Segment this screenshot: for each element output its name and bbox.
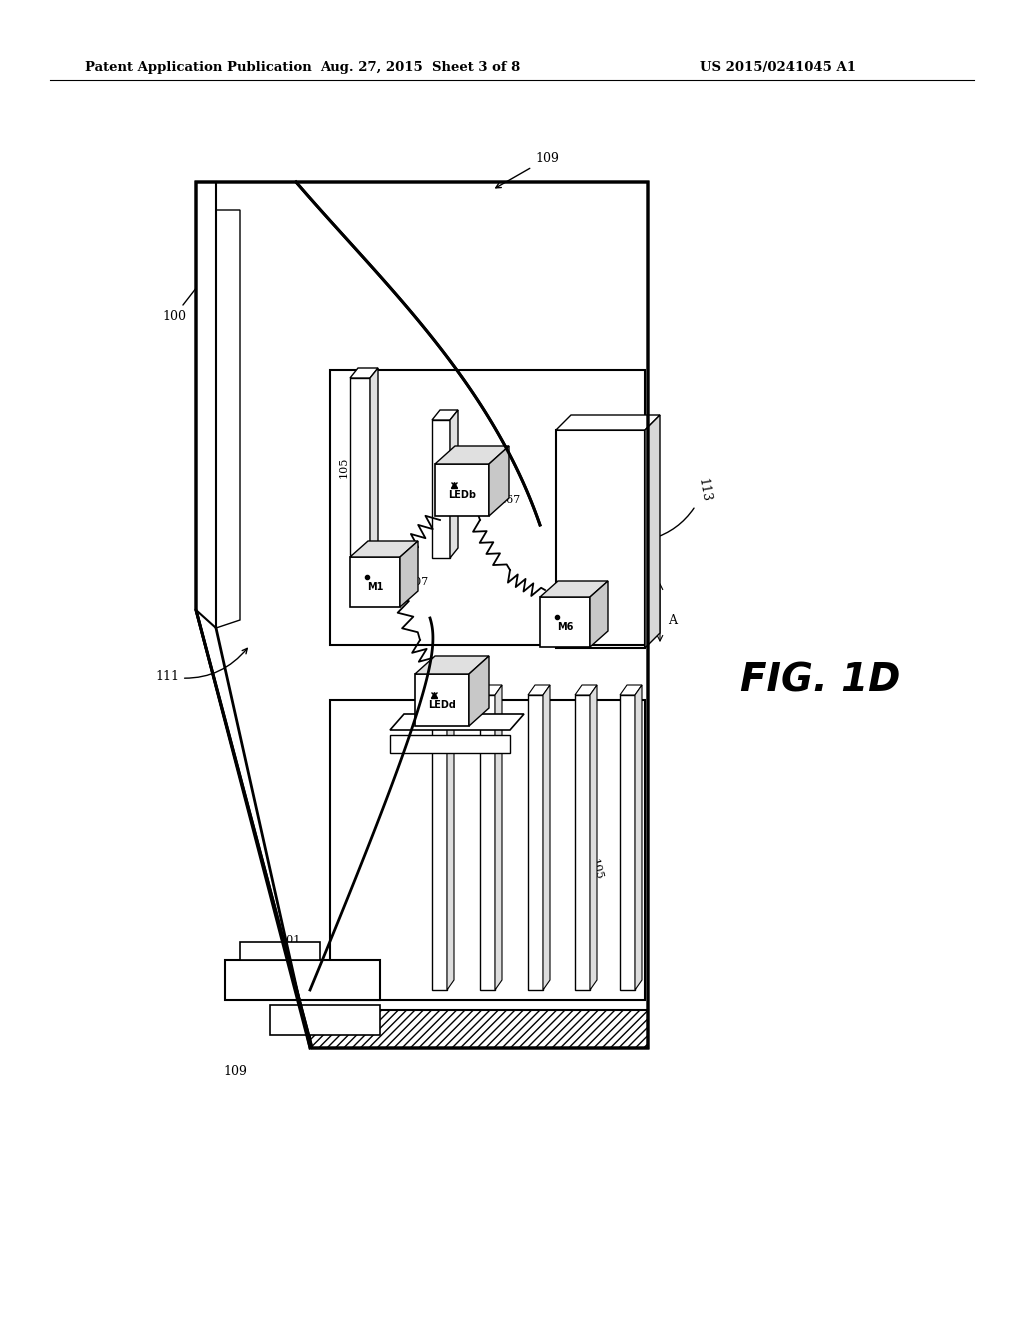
Text: 105: 105 [339, 457, 349, 478]
Text: 105: 105 [589, 858, 603, 882]
Polygon shape [415, 656, 489, 675]
Polygon shape [575, 696, 590, 990]
Polygon shape [480, 685, 502, 696]
Polygon shape [620, 685, 642, 696]
Text: M1: M1 [367, 582, 383, 591]
Text: 101: 101 [280, 935, 301, 945]
Polygon shape [432, 420, 450, 558]
Text: S: S [208, 418, 218, 432]
Polygon shape [556, 414, 660, 430]
Polygon shape [370, 368, 378, 554]
Text: FIG. 1D: FIG. 1D [739, 661, 900, 700]
Polygon shape [390, 735, 510, 752]
Polygon shape [480, 696, 495, 990]
Polygon shape [447, 685, 454, 990]
Polygon shape [350, 541, 418, 557]
Polygon shape [528, 685, 550, 696]
Text: 109: 109 [496, 152, 559, 187]
Polygon shape [296, 182, 648, 525]
Polygon shape [543, 685, 550, 990]
Text: 111: 111 [155, 648, 247, 682]
Polygon shape [225, 960, 380, 1001]
Polygon shape [540, 597, 590, 647]
Polygon shape [390, 714, 524, 730]
Polygon shape [540, 581, 608, 597]
Text: US 2015/0241045 A1: US 2015/0241045 A1 [700, 62, 856, 74]
Text: M6: M6 [557, 622, 573, 632]
Text: A: A [668, 614, 677, 627]
Text: 109: 109 [223, 1065, 247, 1078]
Polygon shape [590, 685, 597, 990]
Polygon shape [310, 1010, 648, 1048]
Polygon shape [590, 581, 608, 647]
Polygon shape [432, 685, 454, 696]
Polygon shape [216, 182, 648, 1048]
Polygon shape [350, 368, 378, 378]
Polygon shape [450, 411, 458, 558]
Polygon shape [469, 656, 489, 726]
Polygon shape [495, 685, 502, 990]
Text: LEDd: LEDd [428, 700, 456, 710]
Text: 107: 107 [408, 577, 429, 587]
Polygon shape [350, 378, 370, 554]
Text: 100: 100 [162, 264, 215, 323]
Polygon shape [270, 1005, 380, 1035]
Polygon shape [635, 685, 642, 990]
Text: LEDb: LEDb [449, 490, 476, 500]
Polygon shape [620, 696, 635, 990]
Polygon shape [528, 696, 543, 990]
Polygon shape [435, 446, 509, 465]
Polygon shape [432, 411, 458, 420]
Polygon shape [489, 446, 509, 516]
Polygon shape [415, 675, 469, 726]
Polygon shape [575, 685, 597, 696]
Text: Patent Application Publication: Patent Application Publication [85, 62, 311, 74]
Polygon shape [196, 182, 216, 628]
Polygon shape [216, 210, 240, 628]
Text: Aug. 27, 2015  Sheet 3 of 8: Aug. 27, 2015 Sheet 3 of 8 [319, 62, 520, 74]
Polygon shape [240, 942, 319, 960]
Polygon shape [432, 696, 447, 990]
Polygon shape [400, 541, 418, 607]
Text: 167: 167 [500, 495, 521, 506]
Text: 113: 113 [652, 477, 712, 540]
Polygon shape [435, 465, 489, 516]
Polygon shape [350, 557, 400, 607]
Polygon shape [645, 414, 660, 648]
